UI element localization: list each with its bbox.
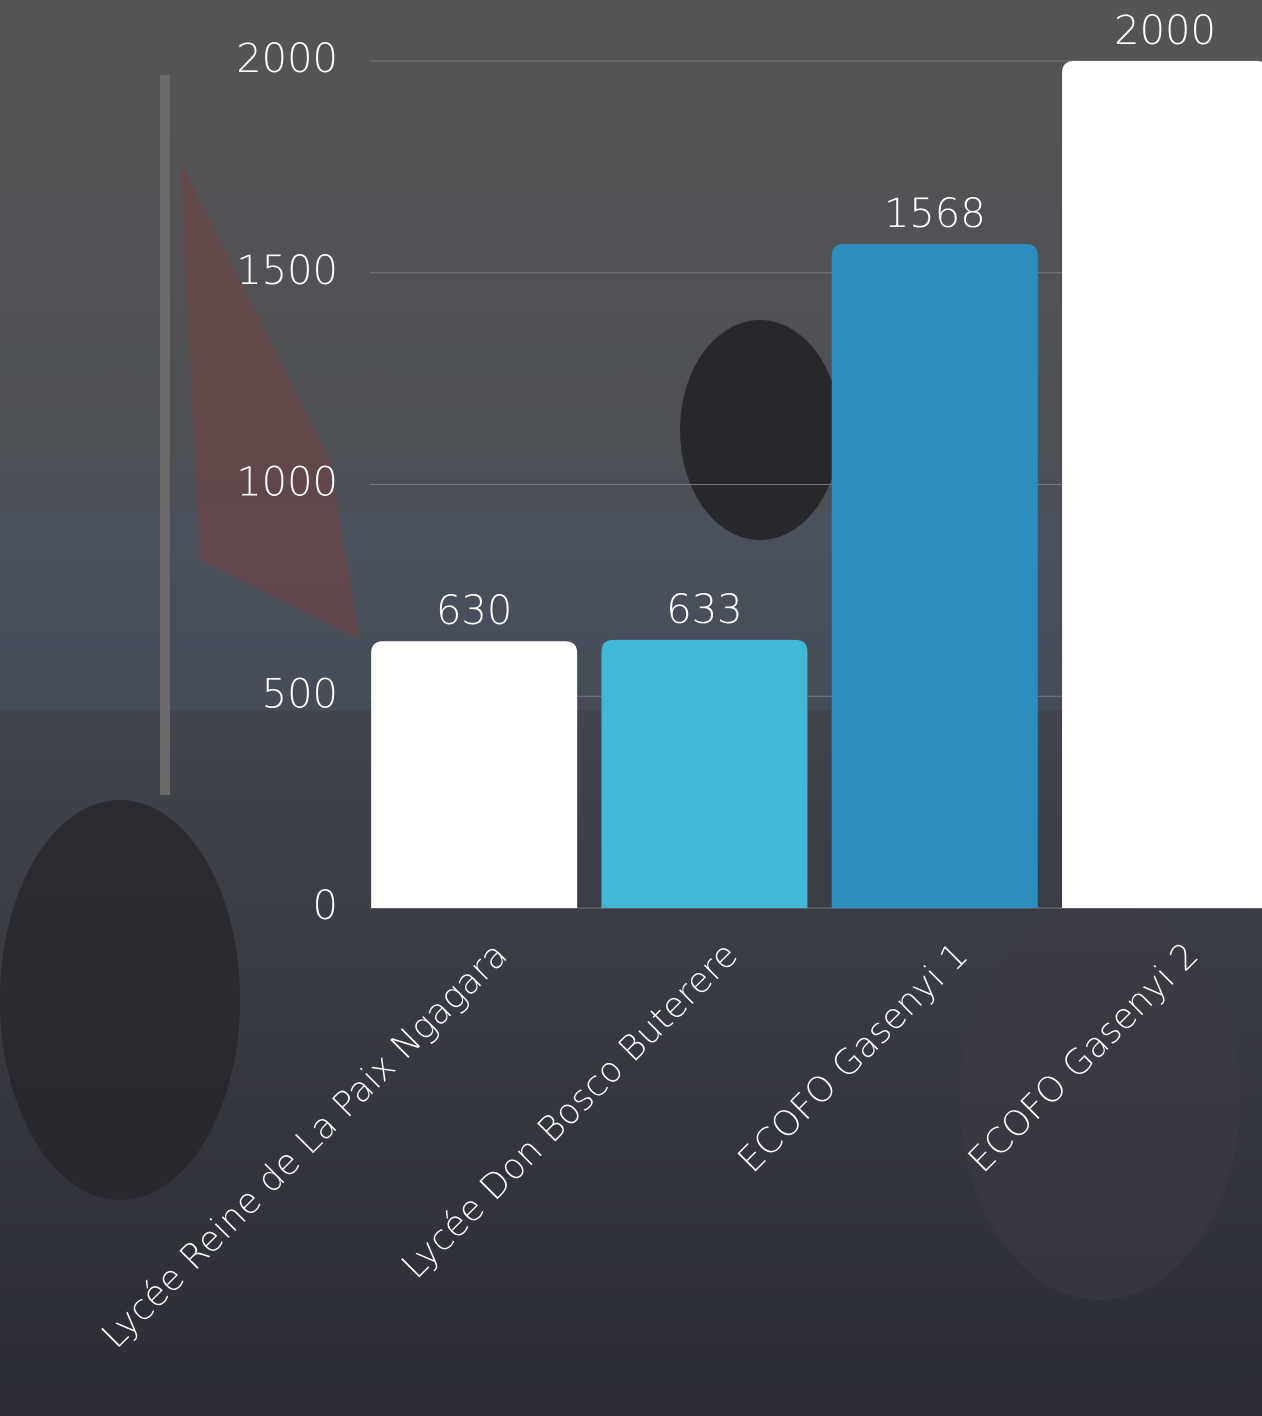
- bar: [1062, 61, 1262, 908]
- background-flag: [180, 160, 360, 640]
- bar: [601, 639, 808, 908]
- y-tick-label: 1500: [236, 248, 338, 294]
- background-flagpole: [160, 75, 170, 795]
- y-tick-label: 0: [313, 883, 338, 929]
- bar: [371, 641, 578, 908]
- bar: [831, 243, 1038, 908]
- value-label: 633: [666, 587, 742, 633]
- y-tick-label: 1000: [236, 460, 338, 506]
- y-tick-label: 500: [262, 671, 338, 717]
- value-label: 2000: [1114, 8, 1216, 54]
- background-person: [680, 320, 840, 540]
- y-tick-label: 2000: [236, 36, 338, 82]
- background-person: [960, 900, 1240, 1300]
- background-person: [0, 800, 240, 1200]
- value-label: 1568: [884, 191, 986, 237]
- value-label: 630: [436, 588, 512, 634]
